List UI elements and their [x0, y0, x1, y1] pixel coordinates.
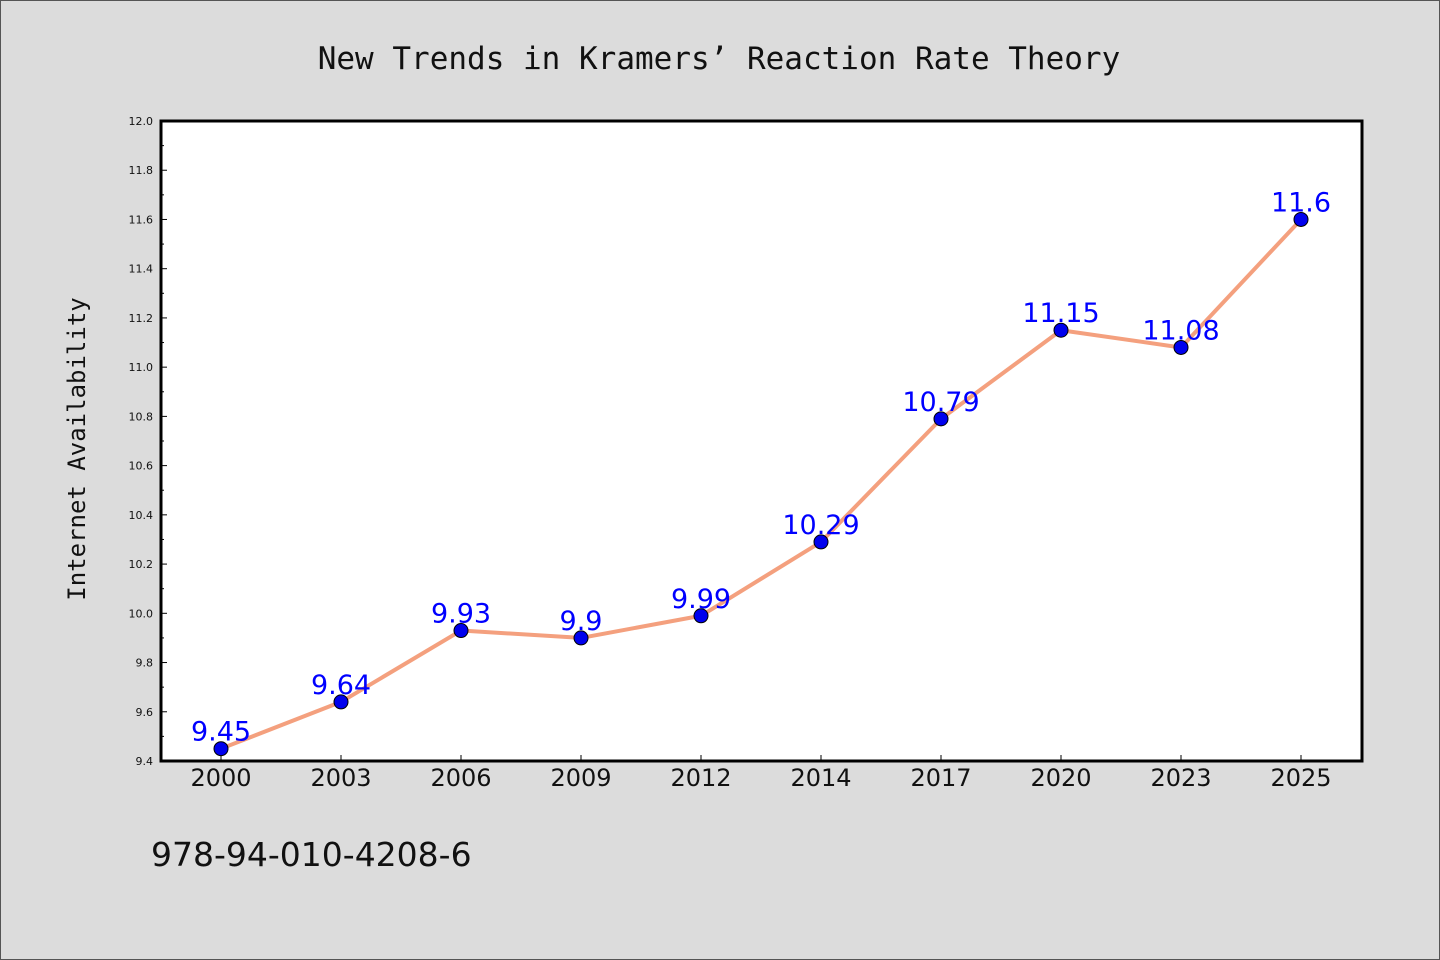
y-tick-label: 10.8: [129, 410, 154, 423]
series-line: [220, 218, 1303, 751]
y-tick-label: 11.4: [129, 263, 154, 276]
data-label: 9.93: [431, 599, 491, 630]
data-point: [933, 411, 949, 427]
x-tick-label: 2003: [310, 764, 371, 792]
data-point: [213, 741, 229, 757]
x-tick-label: 2025: [1270, 764, 1331, 792]
x-tick-label: 2017: [910, 764, 971, 792]
x-tick-label: 2006: [430, 764, 491, 792]
data-point: [693, 608, 709, 624]
x-tick-label: 2012: [670, 764, 731, 792]
data-label: 9.45: [191, 717, 251, 748]
x-axis-ticks: 2000 2003 2006 2009 2012 2014 2017 2020 2023 2025: [190, 755, 1332, 792]
data-point: [1053, 322, 1069, 338]
data-labels: 9.45 9.64 9.93 9.9 9.99 10.29 10.79 11.15 11.08 1…: [191, 187, 1331, 747]
x-tick-label: 2009: [550, 764, 611, 792]
data-label: 10.29: [782, 510, 859, 541]
data-label: 10.79: [902, 387, 979, 418]
data-point: [333, 694, 349, 710]
x-tick-label: 2020: [1030, 764, 1091, 792]
data-label: 11.08: [1142, 315, 1219, 346]
data-point: [573, 630, 589, 646]
data-point: [1293, 211, 1309, 227]
y-tick-label: 11.6: [129, 213, 154, 226]
chart-title: New Trends in Kramers’ Reaction Rate The…: [318, 41, 1121, 77]
data-point: [1173, 339, 1189, 355]
data-label: 11.6: [1271, 187, 1331, 218]
x-tick-label: 2014: [790, 764, 851, 792]
y-axis-label: Internet Availability: [63, 297, 91, 600]
y-tick-label: 10.4: [129, 509, 154, 522]
y-tick-label: 9.4: [136, 755, 154, 768]
data-label: 11.15: [1022, 298, 1099, 329]
isbn-annotation: 978-94-010-4208-6: [151, 835, 472, 874]
x-tick-label: 2023: [1150, 764, 1211, 792]
y-tick-label: 12.0: [129, 115, 154, 128]
y-tick-label: 11.2: [129, 312, 154, 325]
y-axis-ticks: 9.4 9.6 9.8 10.0 10.2 10.4 10.6 10.8 11.0 11.2 11.…: [129, 115, 167, 768]
y-tick-label: 9.8: [136, 657, 154, 670]
y-tick-label: 10.2: [129, 558, 154, 571]
data-markers: [213, 211, 1309, 757]
y-tick-label: 10.0: [129, 607, 154, 620]
data-point: [813, 534, 829, 550]
data-point: [453, 623, 469, 639]
x-tick-label: 2000: [190, 764, 251, 792]
data-label: 9.9: [560, 606, 603, 637]
data-label: 9.64: [311, 670, 371, 701]
y-tick-label: 10.6: [129, 460, 154, 473]
y-tick-label: 9.6: [136, 706, 154, 719]
data-label: 9.99: [671, 584, 731, 615]
plot-area: [159, 119, 1364, 763]
y-tick-label: 11.8: [129, 164, 154, 177]
y-tick-label: 11.0: [129, 361, 154, 374]
